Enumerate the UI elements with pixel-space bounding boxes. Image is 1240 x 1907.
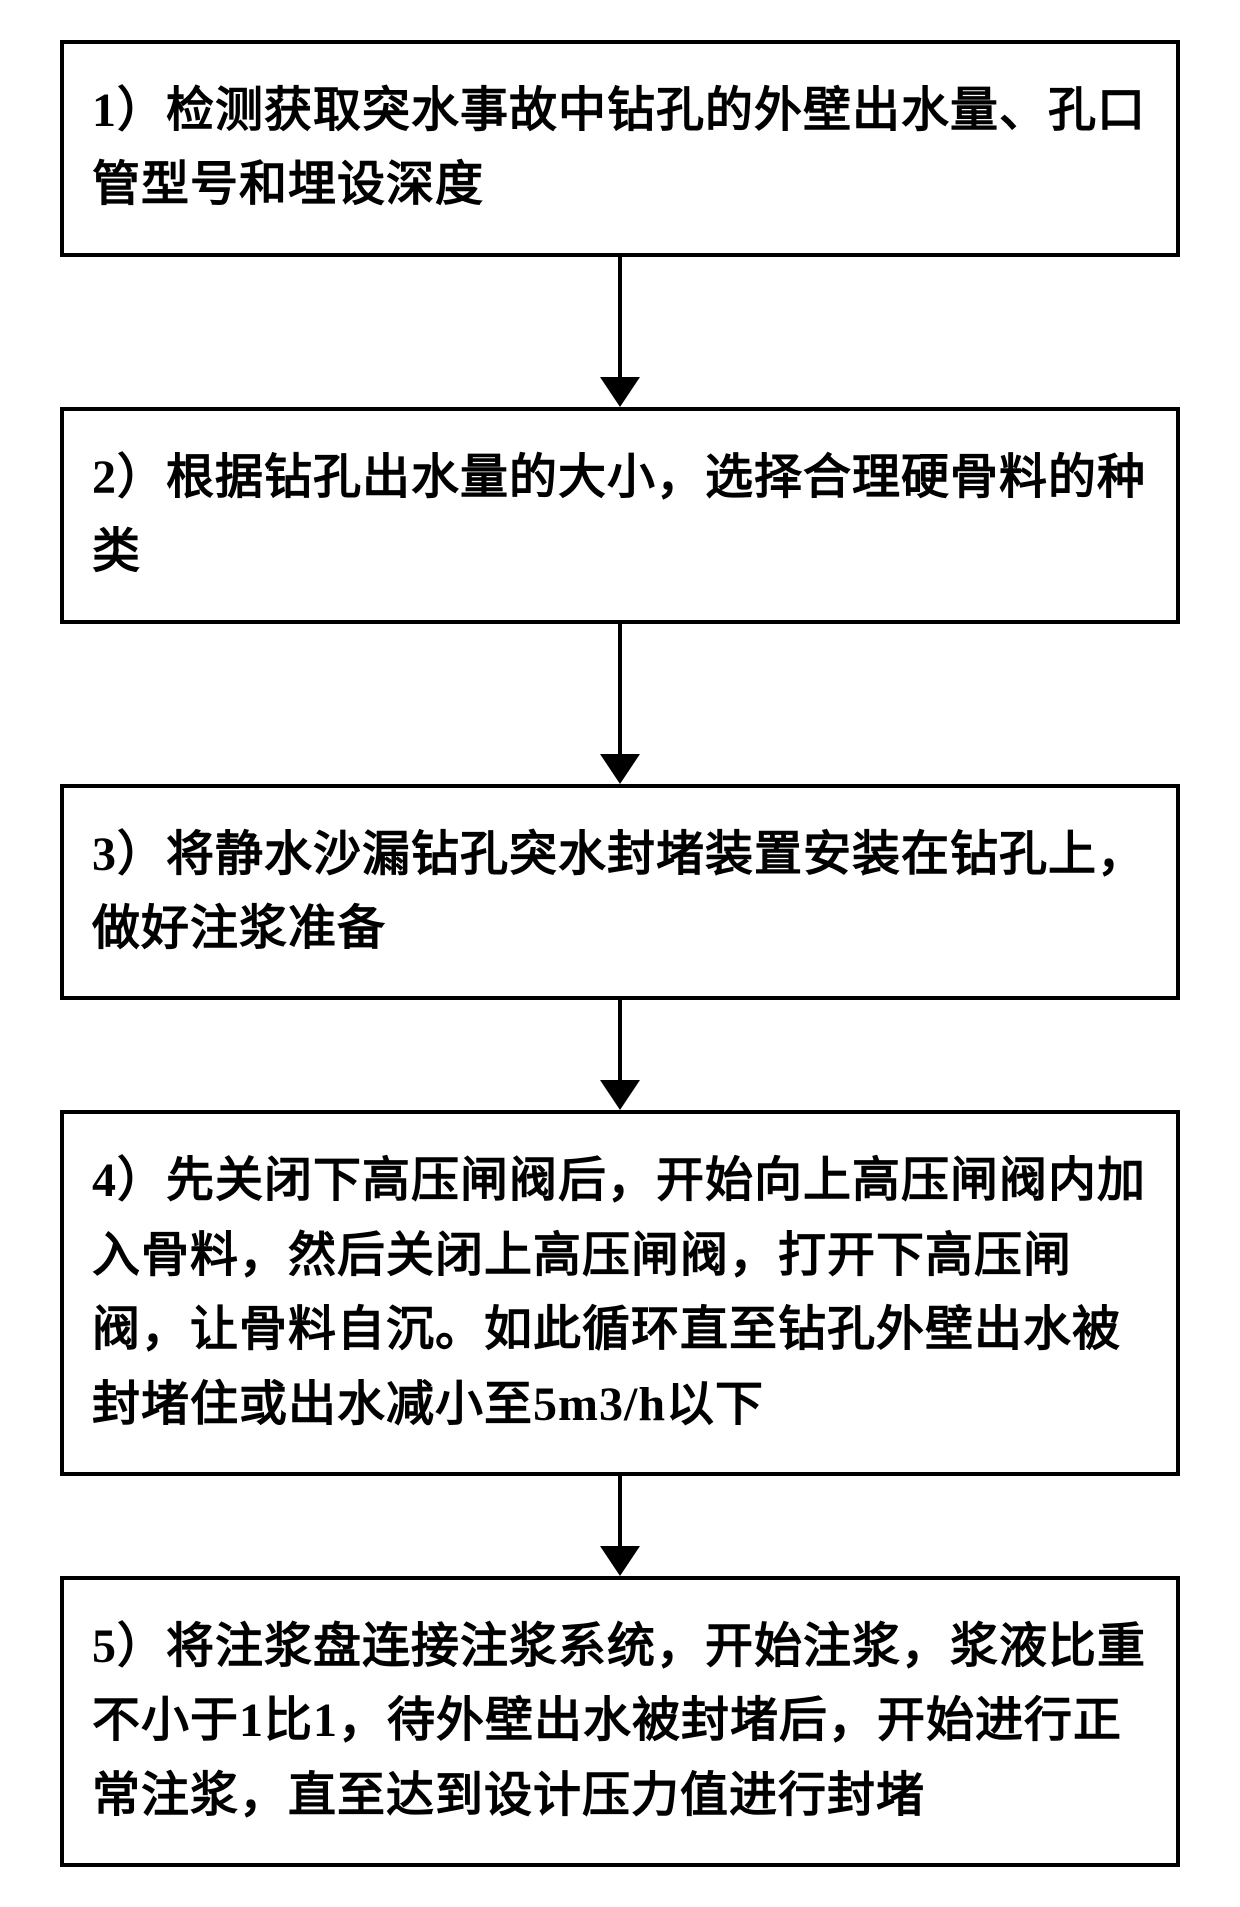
flowchart: 1）检测获取突水事故中钻孔的外壁出水量、孔口管型号和埋设深度 2）根据钻孔出水量… [0,0,1240,1907]
arrow-line [618,257,622,377]
flow-arrow-1 [600,257,640,407]
arrow-head-icon [600,1080,640,1110]
arrow-head-icon [600,754,640,784]
flow-arrow-2 [600,624,640,784]
flow-step-3: 3）将静水沙漏钻孔突水封堵装置安装在钻孔上，做好注浆准备 [60,784,1180,1001]
arrow-head-icon [600,377,640,407]
flow-step-5: 5）将注浆盘连接注浆系统，开始注浆，浆液比重不小于1比1，待外壁出水被封堵后，开… [60,1576,1180,1867]
flow-arrow-4 [600,1476,640,1576]
flow-step-5-text: 5）将注浆盘连接注浆系统，开始注浆，浆液比重不小于1比1，待外壁出水被封堵后，开… [92,1610,1148,1833]
flow-step-1-text: 1）检测获取突水事故中钻孔的外壁出水量、孔口管型号和埋设深度 [92,74,1148,223]
flow-step-1: 1）检测获取突水事故中钻孔的外壁出水量、孔口管型号和埋设深度 [60,40,1180,257]
arrow-line [618,624,622,754]
flow-step-2-text: 2）根据钻孔出水量的大小，选择合理硬骨料的种类 [92,441,1148,590]
flow-step-2: 2）根据钻孔出水量的大小，选择合理硬骨料的种类 [60,407,1180,624]
arrow-line [618,1476,622,1546]
arrow-head-icon [600,1546,640,1576]
flow-step-4: 4）先关闭下高压闸阀后，开始向上高压闸阀内加入骨料，然后关闭上高压闸阀，打开下高… [60,1110,1180,1476]
flow-arrow-3 [600,1000,640,1110]
flow-step-4-text: 4）先关闭下高压闸阀后，开始向上高压闸阀内加入骨料，然后关闭上高压闸阀，打开下高… [92,1144,1148,1442]
flow-step-3-text: 3）将静水沙漏钻孔突水封堵装置安装在钻孔上，做好注浆准备 [92,818,1148,967]
arrow-line [618,1000,622,1080]
